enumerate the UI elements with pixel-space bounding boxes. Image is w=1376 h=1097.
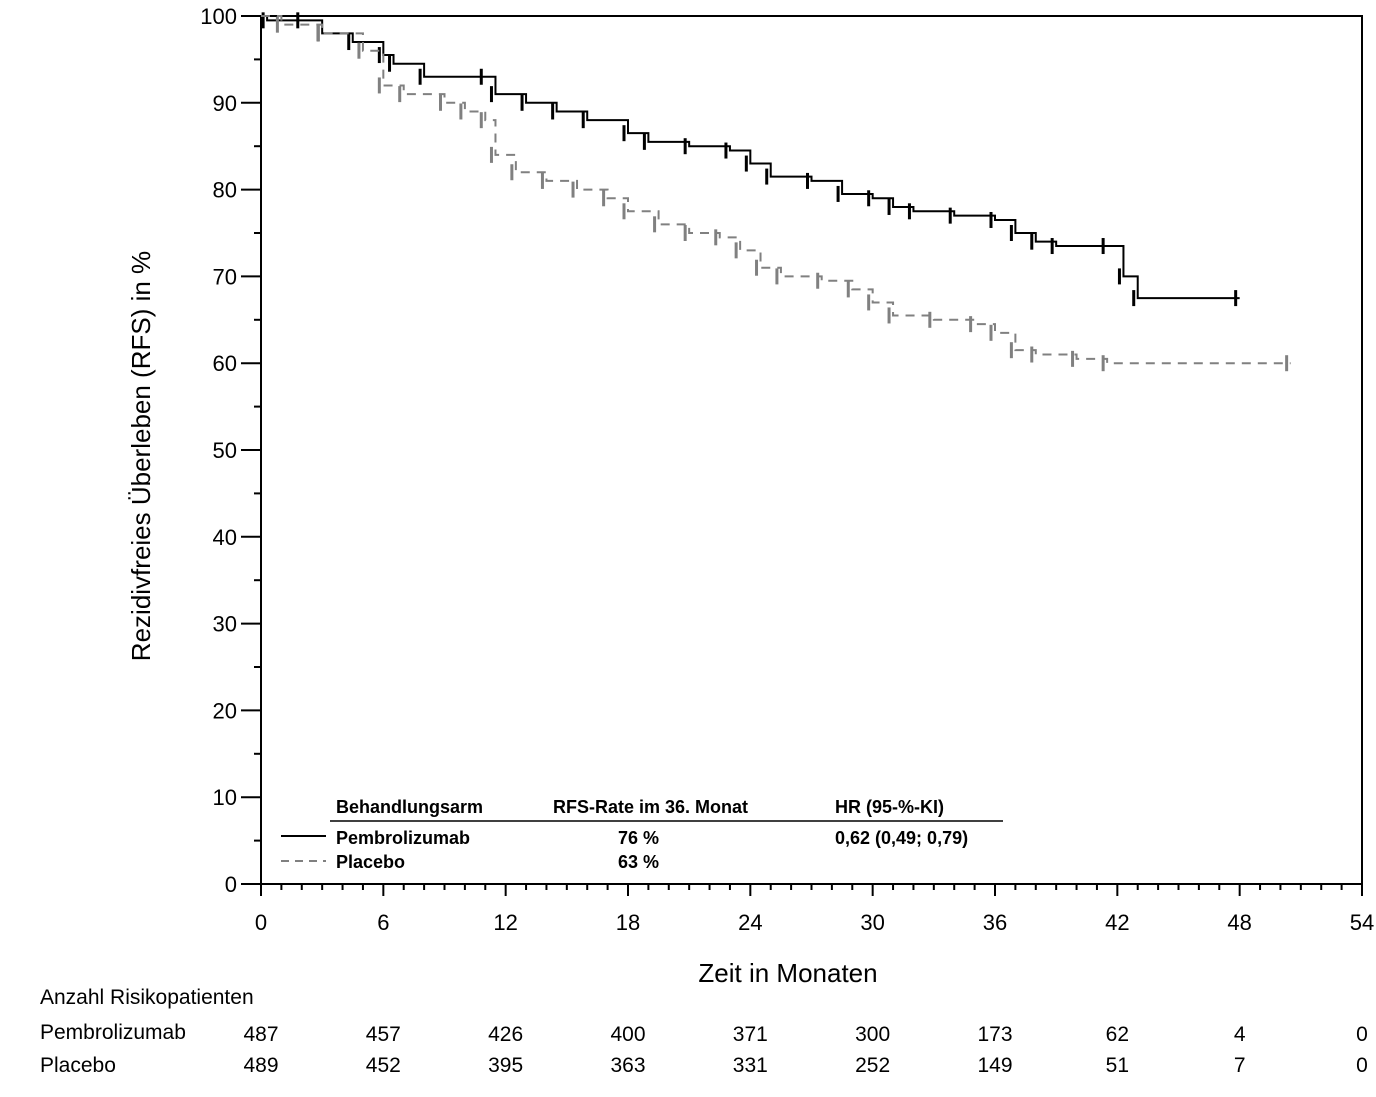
x-tick-label: 18 xyxy=(616,910,640,935)
plot-frame xyxy=(260,15,1363,885)
risk-value-pembrolizumab: 62 xyxy=(1105,1023,1130,1046)
risk-value-pembrolizumab: 4 xyxy=(1233,1023,1246,1046)
legend-hr-pembrolizumab: 0,62 (0,49; 0,79) xyxy=(835,828,968,848)
risk-value-placebo: 149 xyxy=(977,1054,1013,1077)
y-tick-label: 40 xyxy=(213,525,237,550)
x-tick-label: 12 xyxy=(493,910,517,935)
risk-value-pembrolizumab: 487 xyxy=(243,1023,279,1046)
risk-value-placebo: 252 xyxy=(855,1054,891,1077)
y-tick-label: 10 xyxy=(213,785,237,810)
curve-pembrolizumab xyxy=(261,15,1240,300)
risk-value-placebo: 7 xyxy=(1233,1054,1246,1077)
legend-rate-pembrolizumab: 76 % xyxy=(618,828,659,848)
risk-table-title: Anzahl Risikopatienten xyxy=(40,986,254,1009)
y-tick-label: 100 xyxy=(200,4,237,29)
risk-value-pembrolizumab: 300 xyxy=(855,1023,891,1046)
x-tick-label: 6 xyxy=(377,910,389,935)
legend-rate-placebo: 63 % xyxy=(618,852,659,872)
legend-header-hr: HR (95-%-KI) xyxy=(835,797,944,817)
risk-value-placebo: 363 xyxy=(610,1054,646,1077)
curve-placebo xyxy=(261,15,1291,365)
legend-arm-placebo: Placebo xyxy=(336,852,405,872)
legend-arm-pembrolizumab: Pembrolizumab xyxy=(336,828,470,848)
risk-value-placebo: 395 xyxy=(488,1054,524,1077)
legend-header-arm: Behandlungsarm xyxy=(336,797,483,817)
risk-value-pembrolizumab: 0 xyxy=(1356,1023,1368,1046)
y-tick-label: 20 xyxy=(213,698,237,723)
legend: Behandlungsarm RFS-Rate im 36. Monat HR … xyxy=(281,797,1003,872)
y-axis-title: Rezidivfreies Überleben (RFS) in % xyxy=(126,251,156,661)
risk-value-placebo: 452 xyxy=(365,1054,401,1077)
risk-value-pembrolizumab: 426 xyxy=(488,1023,524,1046)
risk-value-pembrolizumab: 173 xyxy=(977,1023,1013,1046)
risk-value-pembrolizumab: 457 xyxy=(365,1023,401,1046)
y-tick-label: 60 xyxy=(213,351,237,376)
legend-header-rate: RFS-Rate im 36. Monat xyxy=(553,797,748,817)
y-tick-label: 30 xyxy=(213,612,237,637)
x-tick-label: 54 xyxy=(1350,910,1374,935)
x-tick-label: 0 xyxy=(255,910,267,935)
y-tick-label: 50 xyxy=(213,438,237,463)
y-tick-label: 0 xyxy=(225,872,237,897)
x-tick-label: 24 xyxy=(738,910,762,935)
y-tick-label: 90 xyxy=(213,91,237,116)
risk-value-pembrolizumab: 371 xyxy=(732,1023,768,1046)
x-tick-label: 42 xyxy=(1105,910,1129,935)
risk-value-placebo: 51 xyxy=(1105,1054,1130,1077)
y-tick-label: 70 xyxy=(213,264,237,289)
risk-value-pembrolizumab: 400 xyxy=(610,1023,646,1046)
risk-row-label-pembrolizumab: Pembrolizumab xyxy=(40,1021,186,1044)
y-tick-label: 80 xyxy=(213,178,237,203)
x-axis-title: Zeit in Monaten xyxy=(698,958,877,988)
axes: 0 10 20 30 40 50 60 70 80 90 100 0 6 12 18 24 30 36 42 48 54 xyxy=(200,4,1374,935)
x-tick-label: 30 xyxy=(860,910,884,935)
risk-value-placebo: 0 xyxy=(1356,1054,1368,1077)
risk-value-placebo: 331 xyxy=(732,1054,768,1077)
risk-value-placebo: 489 xyxy=(243,1054,279,1077)
risk-row-label-placebo: Placebo xyxy=(40,1054,116,1077)
curves xyxy=(261,12,1291,372)
x-tick-label: 36 xyxy=(983,910,1007,935)
x-tick-label: 48 xyxy=(1227,910,1251,935)
